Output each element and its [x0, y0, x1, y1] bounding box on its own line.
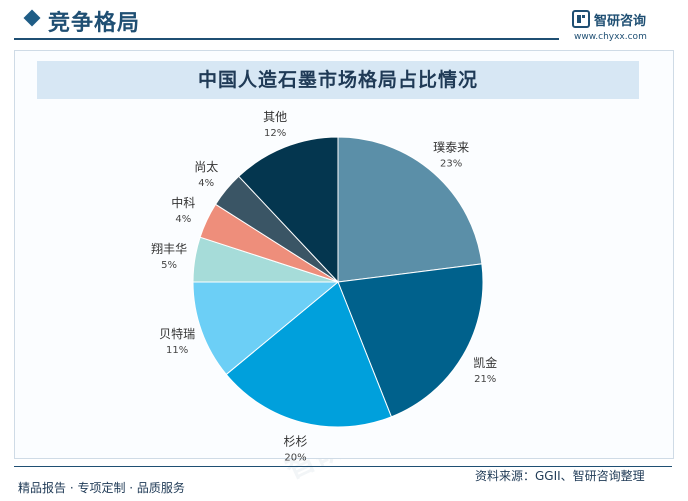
slice-label-value: 21% — [474, 374, 496, 385]
slice-label-value: 5% — [161, 260, 177, 271]
slice-label-name: 中科 — [171, 195, 195, 210]
slice-label: 杉杉 20% — [283, 435, 307, 464]
slice-label-name: 凯金 — [473, 355, 497, 370]
slice-label-value: 4% — [175, 214, 191, 225]
slice-label: 尚太 4% — [194, 159, 218, 189]
slice-label-name: 杉杉 — [283, 435, 307, 449]
slice-label-name: 翔丰华 — [151, 242, 187, 256]
slice-label-value: 20% — [284, 453, 306, 464]
footer-divider — [14, 466, 672, 467]
footer-source: 资料来源：GGII、智研咨询整理 — [475, 469, 645, 483]
slice-label: 璞泰来 23% — [433, 141, 469, 170]
section-title: 竞争格局 — [48, 11, 141, 36]
slice-label: 贝特瑞 11% — [159, 326, 195, 356]
slice-label-name: 璞泰来 — [433, 141, 469, 155]
slice-label-name: 尚太 — [194, 159, 218, 174]
pie-slice — [337, 263, 484, 418]
slice-label: 其他 12% — [263, 110, 287, 139]
slice-label-value: 12% — [264, 128, 286, 139]
brand[interactable]: 智研咨询 www.chyxx.com — [572, 8, 678, 42]
pie-slice — [238, 136, 339, 284]
pie-slice — [337, 136, 483, 283]
slice-label: 中科 4% — [171, 195, 195, 225]
slice-label-value: 11% — [166, 345, 188, 356]
slice-label: 翔丰华 5% — [151, 242, 187, 271]
chart-title-bar: 中国人造石墨市场格局占比情况 — [37, 61, 639, 99]
slice-label-value: 4% — [198, 178, 214, 189]
chart-title: 中国人造石墨市场格局占比情况 — [197, 69, 478, 91]
slice-label: 凯金 21% — [473, 355, 497, 385]
slice-label-name: 其他 — [263, 110, 287, 124]
pie-slice — [225, 281, 393, 428]
slice-label-value: 23% — [440, 159, 462, 170]
pie-slice — [192, 281, 340, 376]
header-divider — [14, 38, 559, 40]
header: 竞争格局 智研咨询 www.chyxx.com — [0, 0, 688, 44]
brand-logo-icon — [572, 10, 590, 28]
footer-tagline: 精品报告 · 专项定制 · 品质服务 — [18, 481, 185, 495]
brand-name: 智研咨询 — [594, 14, 647, 29]
slice-label-name: 贝特瑞 — [159, 326, 195, 341]
brand-url[interactable]: www.chyxx.com — [574, 32, 647, 42]
